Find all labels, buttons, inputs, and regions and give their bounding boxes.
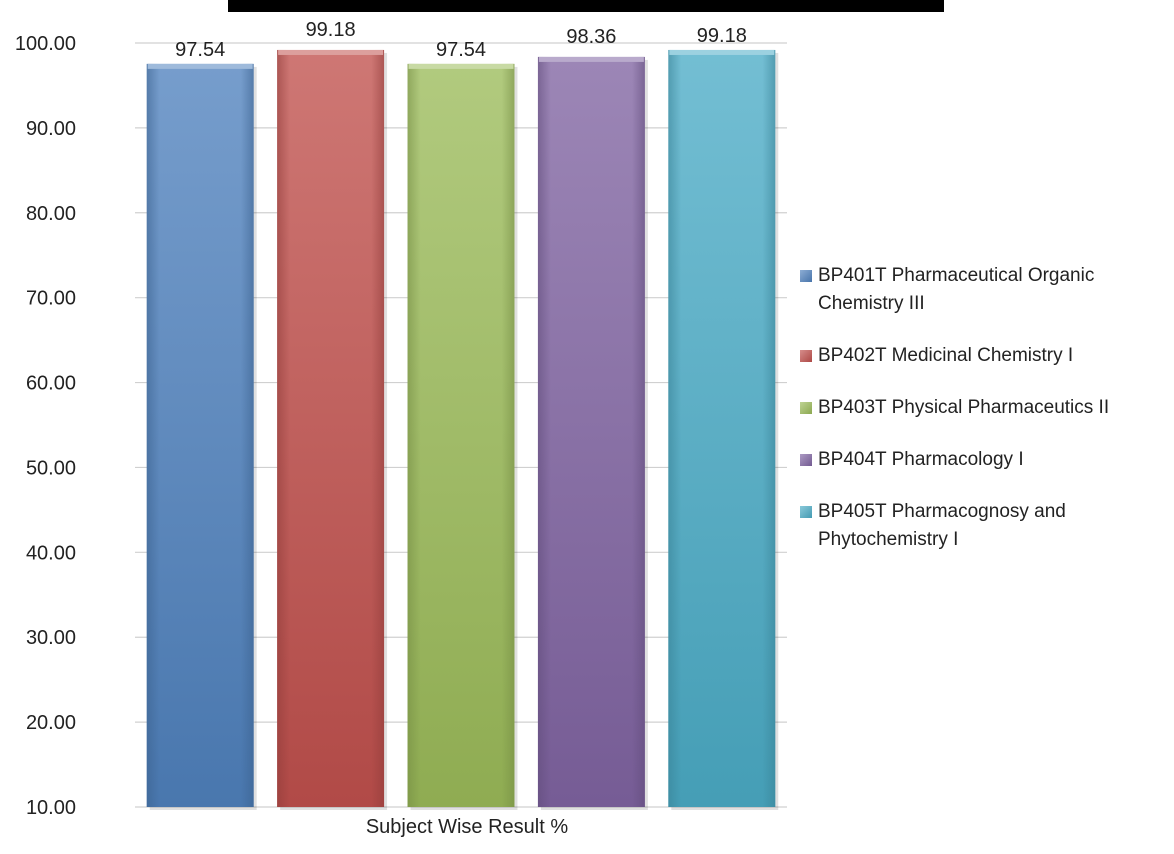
data-label: 99.18 bbox=[306, 19, 356, 41]
y-tick-label: 30.00 bbox=[26, 627, 76, 649]
legend-item: BP402T Medicinal Chemistry I bbox=[798, 342, 1170, 370]
legend-label: BP405T Pharmacognosy and Phytochemistry … bbox=[818, 501, 1066, 550]
y-tick-label: 80.00 bbox=[26, 203, 76, 225]
legend-swatch bbox=[800, 506, 812, 518]
bar-bevel bbox=[407, 63, 515, 807]
bar-cap bbox=[147, 63, 253, 69]
data-label: 97.54 bbox=[436, 39, 486, 61]
bar-bevel bbox=[537, 56, 645, 808]
data-labels: 97.54 99.18 97.54 98.36 99.18 bbox=[175, 19, 747, 61]
y-tick-label: 50.00 bbox=[26, 457, 76, 479]
legend-label: BP401T Pharmaceutical Organic Chemistry … bbox=[818, 265, 1095, 314]
bar-cap bbox=[669, 49, 775, 55]
title-bar-fragment bbox=[228, 0, 944, 12]
legend-item: BP401T Pharmaceutical Organic Chemistry … bbox=[798, 262, 1170, 318]
legend-label: BP403T Physical Pharmaceutics II bbox=[818, 397, 1110, 418]
data-label: 98.36 bbox=[566, 26, 616, 48]
bar-bevel bbox=[277, 49, 385, 808]
y-tick-label: 90.00 bbox=[26, 118, 76, 140]
y-tick-label: 20.00 bbox=[26, 712, 76, 734]
bar-bevel bbox=[146, 63, 254, 807]
y-tick-label: 40.00 bbox=[26, 542, 76, 564]
bar-cap bbox=[538, 56, 644, 62]
legend-item: BP404T Pharmacology I bbox=[798, 446, 1170, 474]
y-tick-label: 60.00 bbox=[26, 373, 76, 395]
x-axis-label: Subject Wise Result % bbox=[366, 816, 569, 838]
legend-item: BP405T Pharmacognosy and Phytochemistry … bbox=[798, 498, 1170, 554]
y-tick-label: 70.00 bbox=[26, 288, 76, 310]
y-tick-label: 10.00 bbox=[26, 797, 76, 819]
legend-swatch bbox=[800, 270, 812, 282]
legend-swatch bbox=[800, 402, 812, 414]
data-label: 97.54 bbox=[175, 39, 225, 61]
bar-bevel bbox=[668, 49, 776, 808]
legend: BP401T Pharmaceutical Organic Chemistry … bbox=[798, 262, 1170, 554]
legend-swatch bbox=[800, 454, 812, 466]
bars bbox=[146, 49, 779, 811]
bar-cap bbox=[408, 63, 514, 69]
legend-label: BP402T Medicinal Chemistry I bbox=[818, 345, 1074, 366]
legend-item: BP403T Physical Pharmaceutics II bbox=[798, 394, 1170, 422]
bar-cap bbox=[278, 49, 384, 55]
y-tick-label: 100.00 bbox=[15, 33, 76, 55]
legend-label: BP404T Pharmacology I bbox=[818, 449, 1024, 470]
legend-swatch bbox=[800, 350, 812, 362]
y-axis-ticks: 10.00 20.00 30.00 40.00 50.00 60.00 70.00 80.00… bbox=[15, 33, 76, 819]
data-label: 99.18 bbox=[697, 25, 747, 47]
